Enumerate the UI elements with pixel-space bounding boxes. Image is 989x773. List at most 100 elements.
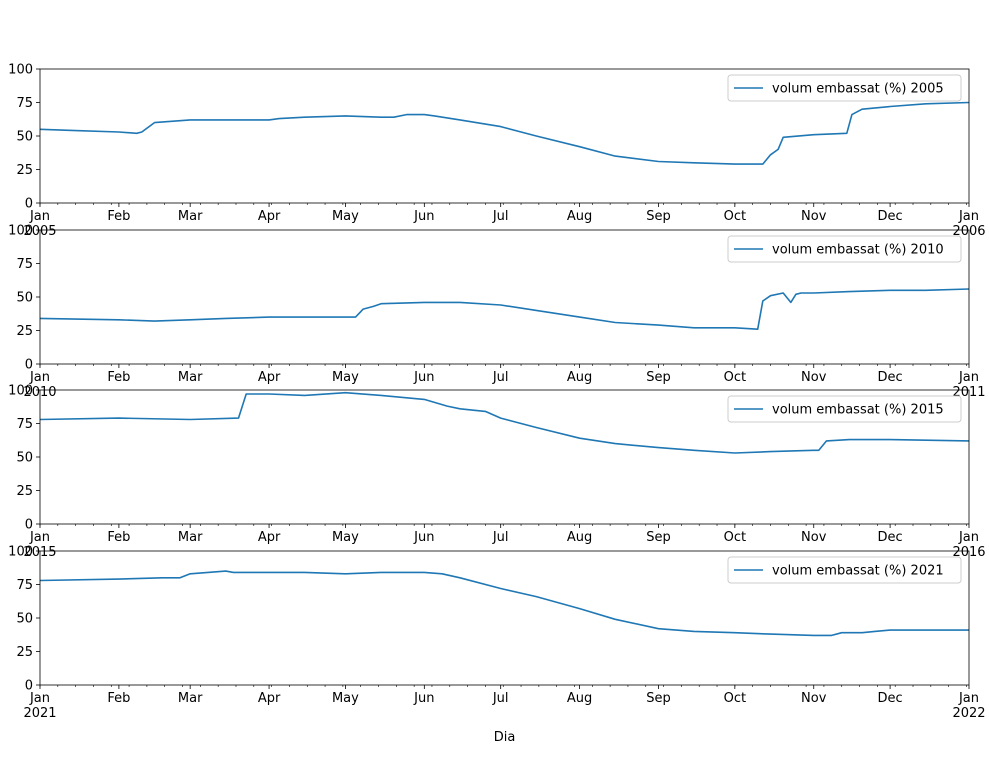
y-tick-label: 0 <box>25 197 33 212</box>
x-tick-label: Jun <box>413 209 434 224</box>
x-tick-label: Jul <box>492 691 509 706</box>
y-tick-label: 50 <box>16 451 33 466</box>
legend: volum embassat (%) 2005 <box>727 74 962 102</box>
x-tick-label: Aug <box>567 691 592 706</box>
x-tick-label: Apr <box>258 209 281 224</box>
y-tick-label: 50 <box>16 291 33 306</box>
x-tick-label: Apr <box>258 370 281 385</box>
legend: volum embassat (%) 2010 <box>727 235 962 263</box>
series-line <box>39 570 969 637</box>
x-tick-label: Dec <box>878 209 903 224</box>
x-tick-label: Sep <box>646 691 671 706</box>
x-tick-label: Nov <box>801 370 827 385</box>
y-tick-label: 75 <box>16 578 33 593</box>
x-tick-label: Aug <box>567 370 592 385</box>
y-tick-label: 25 <box>16 163 33 178</box>
y-tick-label: 100 <box>8 224 33 239</box>
x-tick-label: Jan <box>958 209 979 224</box>
x-tick-label: Nov <box>801 530 827 545</box>
x-tick-label: Jan <box>958 370 979 385</box>
x-tick-label: Oct <box>724 691 746 706</box>
x-tick-label: Feb <box>107 691 130 706</box>
x-tick-label: Jan <box>958 530 979 545</box>
subplot-2: Jan Feb Mar Apr May Jun Jul Aug Sep Oct Nov Dec Jan 2… <box>8 384 985 561</box>
y-tick-label: 0 <box>25 518 33 533</box>
y-tick-label: 25 <box>16 324 33 339</box>
legend-label: volum embassat (%) 2015 <box>772 403 944 418</box>
x-tick-label: Jul <box>492 530 509 545</box>
x-tick-label: May <box>332 530 359 545</box>
x-tick-label: Mar <box>178 530 203 545</box>
axes-frame <box>39 389 970 525</box>
x-tick-label: Jun <box>413 530 434 545</box>
x-tick-label: Jan <box>29 209 50 224</box>
legend-label: volum embassat (%) 2005 <box>772 82 944 97</box>
x-tick-label: Nov <box>801 691 827 706</box>
x-tick-label: Feb <box>107 370 130 385</box>
subplot-3: Jan Feb Mar Apr May Jun Jul Aug Sep Oct Nov Dec Jan2… <box>8 545 985 722</box>
x-tick-label: Dec <box>878 370 903 385</box>
x-tick-label: Aug <box>567 530 592 545</box>
subplot-1: Jan Feb Mar Apr May Jun Jul Aug Sep Oct Nov Dec Jan 2… <box>8 224 985 401</box>
legend: volum embassat (%) 2015 <box>727 395 962 423</box>
x-tick-label: Dec <box>878 530 903 545</box>
x-tick-label: Mar <box>178 691 203 706</box>
x-tick-label: Jan <box>29 370 50 385</box>
y-tick-label: 75 <box>16 417 33 432</box>
y-tick-label: 100 <box>8 384 33 399</box>
x-tick-label: Apr <box>258 691 281 706</box>
x-tick-label: May <box>332 691 359 706</box>
y-tick-label: 50 <box>16 612 33 627</box>
x-tick-label: Jan <box>958 691 979 706</box>
x-tick-label: Mar <box>178 370 203 385</box>
x-tick-label: Jun <box>413 370 434 385</box>
series-line <box>39 101 970 165</box>
axes-frame <box>39 550 970 686</box>
x-tick-label: May <box>332 209 359 224</box>
x-tick-label: Apr <box>258 530 281 545</box>
series-line <box>39 288 970 331</box>
x-tick-label: Jul <box>492 209 509 224</box>
x-tick-label: Mar <box>178 209 203 224</box>
x-year-label: 2021 <box>23 706 56 721</box>
x-tick-label: Jan <box>29 530 50 545</box>
series-line <box>39 391 970 454</box>
x-tick-label: Feb <box>107 530 130 545</box>
x-tick-label: Aug <box>567 209 592 224</box>
x-axis-label: Dia <box>494 730 516 745</box>
x-tick-label: Oct <box>724 209 746 224</box>
x-tick-label: Sep <box>646 370 671 385</box>
x-tick-label: Sep <box>646 209 671 224</box>
legend-box <box>727 74 962 102</box>
x-tick-label: Jan <box>29 691 50 706</box>
y-tick-label: 100 <box>8 545 33 560</box>
y-tick-label: 0 <box>25 679 33 694</box>
legend-box <box>727 395 962 423</box>
legend-box <box>727 556 962 584</box>
legend-box <box>727 235 962 263</box>
legend: volum embassat (%) 2021 <box>727 556 962 584</box>
x-tick-label: Feb <box>107 209 130 224</box>
y-tick-label: 0 <box>25 358 33 373</box>
y-tick-label: 25 <box>16 484 33 499</box>
y-tick-label: 50 <box>16 130 33 145</box>
x-tick-label: Jul <box>492 370 509 385</box>
legend-label: volum embassat (%) 2010 <box>772 243 944 258</box>
y-tick-label: 75 <box>16 257 33 272</box>
x-tick-label: Dec <box>878 691 903 706</box>
x-tick-label: Oct <box>724 370 746 385</box>
x-tick-label: Oct <box>724 530 746 545</box>
axes-frame <box>39 229 970 365</box>
x-tick-label: Sep <box>646 530 671 545</box>
x-tick-label: May <box>332 370 359 385</box>
subplot-0: Jan Feb Mar Apr May Jun Jul Aug Sep Oct Nov Dec Jan 2… <box>8 63 985 240</box>
y-tick-label: 75 <box>16 96 33 111</box>
x-tick-label: Nov <box>801 209 827 224</box>
y-tick-label: 25 <box>16 645 33 660</box>
legend-label: volum embassat (%) 2021 <box>772 564 944 579</box>
y-tick-label: 100 <box>8 63 33 78</box>
x-year-label: 2022 <box>952 706 985 721</box>
x-tick-label: Jun <box>413 691 434 706</box>
axes-frame <box>39 68 970 204</box>
